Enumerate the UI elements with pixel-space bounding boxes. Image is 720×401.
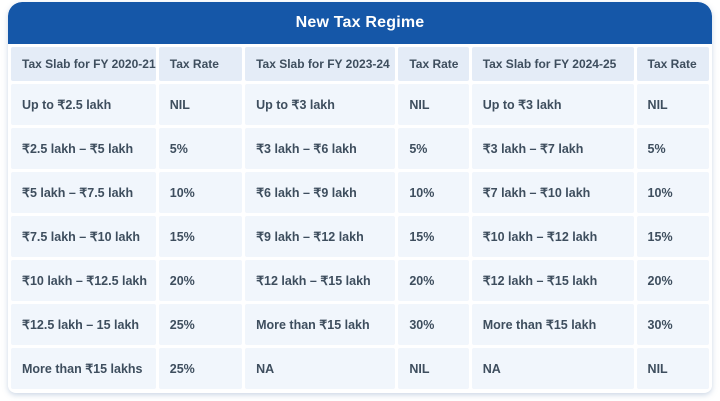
cell-rate-2024-25: NIL (636, 348, 709, 389)
cell-slab-2024-25: NA (471, 348, 634, 389)
cell-slab-2024-25: More than ₹15 lakh (471, 304, 634, 345)
col-header-slab-fy-2020-21: Tax Slab for FY 2020-21 (11, 47, 156, 81)
cell-slab-2024-25: ₹10 lakh – ₹12 lakh (471, 216, 634, 257)
col-header-tax-rate-2023-24: Tax Rate (398, 47, 469, 81)
cell-rate-2020-21: 5% (158, 128, 243, 169)
cell-slab-2024-25: ₹7 lakh – ₹10 lakh (471, 172, 634, 213)
cell-rate-2024-25: NIL (636, 84, 709, 125)
cell-slab-2020-21: ₹7.5 lakh – ₹10 lakh (11, 216, 156, 257)
tax-regime-card: New Tax Regime Tax Slab for FY 2020-21 T… (8, 2, 712, 393)
cell-rate-2024-25: 10% (636, 172, 709, 213)
cell-rate-2020-21: 20% (158, 260, 243, 301)
cell-rate-2023-24: 15% (398, 216, 469, 257)
cell-rate-2023-24: 20% (398, 260, 469, 301)
cell-rate-2024-25: 5% (636, 128, 709, 169)
cell-slab-2023-24: ₹12 lakh – ₹15 lakh (245, 260, 396, 301)
cell-rate-2024-25: 15% (636, 216, 709, 257)
cell-slab-2024-25: ₹3 lakh – ₹7 lakh (471, 128, 634, 169)
cell-rate-2020-21: NIL (158, 84, 243, 125)
table-row: ₹2.5 lakh – ₹5 lakh 5% ₹3 lakh – ₹6 lakh… (11, 128, 709, 169)
cell-slab-2020-21: More than ₹15 lakhs (11, 348, 156, 389)
cell-slab-2020-21: ₹2.5 lakh – ₹5 lakh (11, 128, 156, 169)
table-row: Up to ₹2.5 lakh NIL Up to ₹3 lakh NIL Up… (11, 84, 709, 125)
cell-rate-2020-21: 25% (158, 348, 243, 389)
cell-slab-2024-25: Up to ₹3 lakh (471, 84, 634, 125)
table-row: ₹5 lakh – ₹7.5 lakh 10% ₹6 lakh – ₹9 lak… (11, 172, 709, 213)
cell-slab-2023-24: ₹3 lakh – ₹6 lakh (245, 128, 396, 169)
cell-slab-2023-24: NA (245, 348, 396, 389)
cell-rate-2024-25: 30% (636, 304, 709, 345)
table-row: More than ₹15 lakhs 25% NA NIL NA NIL (11, 348, 709, 389)
cell-rate-2023-24: NIL (398, 348, 469, 389)
card-title: New Tax Regime (295, 14, 425, 31)
cell-rate-2024-25: 20% (636, 260, 709, 301)
cell-rate-2023-24: 10% (398, 172, 469, 213)
cell-slab-2020-21: Up to ₹2.5 lakh (11, 84, 156, 125)
cell-slab-2020-21: ₹10 lakh – ₹12.5 lakh (11, 260, 156, 301)
tax-slab-table: Tax Slab for FY 2020-21 Tax Rate Tax Sla… (8, 44, 712, 392)
cell-rate-2023-24: 30% (398, 304, 469, 345)
cell-rate-2020-21: 10% (158, 172, 243, 213)
col-header-slab-fy-2024-25: Tax Slab for FY 2024-25 (471, 47, 634, 81)
cell-slab-2023-24: ₹9 lakh – ₹12 lakh (245, 216, 396, 257)
col-header-slab-fy-2023-24: Tax Slab for FY 2023-24 (245, 47, 396, 81)
cell-slab-2023-24: ₹6 lakh – ₹9 lakh (245, 172, 396, 213)
cell-rate-2020-21: 15% (158, 216, 243, 257)
card-title-bar: New Tax Regime (8, 2, 712, 44)
table-row: ₹12.5 lakh – 15 lakh 25% More than ₹15 l… (11, 304, 709, 345)
cell-rate-2023-24: NIL (398, 84, 469, 125)
table-header-row: Tax Slab for FY 2020-21 Tax Rate Tax Sla… (11, 47, 709, 81)
table-row: ₹10 lakh – ₹12.5 lakh 20% ₹12 lakh – ₹15… (11, 260, 709, 301)
cell-slab-2020-21: ₹12.5 lakh – 15 lakh (11, 304, 156, 345)
cell-slab-2023-24: More than ₹15 lakh (245, 304, 396, 345)
table-row: ₹7.5 lakh – ₹10 lakh 15% ₹9 lakh – ₹12 l… (11, 216, 709, 257)
cell-rate-2023-24: 5% (398, 128, 469, 169)
cell-slab-2023-24: Up to ₹3 lakh (245, 84, 396, 125)
cell-slab-2024-25: ₹12 lakh – ₹15 lakh (471, 260, 634, 301)
cell-rate-2020-21: 25% (158, 304, 243, 345)
col-header-tax-rate-2020-21: Tax Rate (158, 47, 243, 81)
cell-slab-2020-21: ₹5 lakh – ₹7.5 lakh (11, 172, 156, 213)
col-header-tax-rate-2024-25: Tax Rate (636, 47, 709, 81)
